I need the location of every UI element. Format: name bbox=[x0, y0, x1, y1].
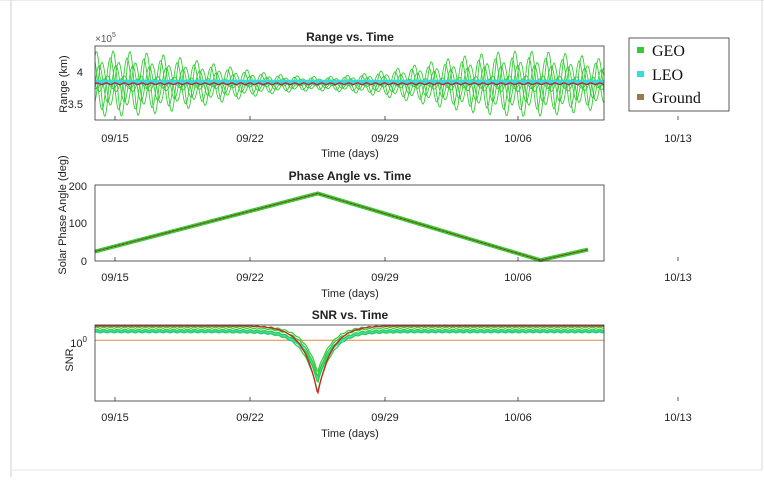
range-xticks: 09/15 09/22 09/29 10/06 10/13 bbox=[101, 116, 692, 145]
left-margin bbox=[0, 0, 12, 477]
phase-xticks: 09/15 09/22 09/29 10/06 10/13 bbox=[101, 257, 692, 284]
xtick-label: 10/13 bbox=[664, 133, 692, 145]
phase-ylabel: Solar Phase Angle (deg) bbox=[57, 155, 69, 274]
xtick-label: 10/06 bbox=[504, 412, 532, 424]
legend: GEO LEO Ground bbox=[628, 37, 730, 112]
range-axes-box bbox=[94, 45, 605, 121]
snr-ytick-10-0: 100 bbox=[70, 335, 87, 350]
xtick-label: 09/15 bbox=[101, 133, 129, 145]
legend-label-geo: GEO bbox=[652, 43, 685, 60]
legend-swatch-geo bbox=[637, 47, 644, 53]
snr-xlabel: Time (days) bbox=[321, 428, 379, 440]
legend-label-leo: LEO bbox=[652, 67, 683, 84]
range-ground-line bbox=[94, 82, 605, 86]
snr-ylabel: SNR bbox=[64, 348, 76, 371]
snr-title: SNR vs. Time bbox=[312, 308, 389, 322]
snr-xticks: 09/15 09/22 09/29 10/06 10/13 bbox=[101, 397, 692, 424]
snr-geo-line bbox=[94, 326, 605, 378]
snr-axes-box bbox=[94, 324, 605, 402]
phase-ytick-200: 200 bbox=[69, 181, 87, 193]
xtick-label: 09/15 bbox=[101, 272, 129, 284]
phase-title: Phase Angle vs. Time bbox=[289, 169, 412, 183]
xtick-label: 10/13 bbox=[664, 272, 692, 284]
legend-box bbox=[628, 37, 730, 112]
legend-swatch-ground bbox=[637, 94, 644, 100]
legend-label-ground: Ground bbox=[652, 90, 701, 107]
range-panel: Range vs. Time ×105 4 3.5 Range (km) 09/… bbox=[58, 30, 692, 160]
phase-ytick-0: 0 bbox=[81, 256, 87, 268]
range-geo-line bbox=[94, 64, 605, 103]
phase-panel: Phase Angle vs. Time 200 100 0 Solar Pha… bbox=[57, 155, 692, 300]
phase-geo-line bbox=[94, 191, 589, 263]
range-title: Range vs. Time bbox=[306, 30, 394, 44]
snr-plot-area bbox=[94, 325, 605, 395]
phase-axes-box bbox=[94, 184, 605, 262]
xtick-label: 09/29 bbox=[371, 412, 399, 424]
legend-swatch-leo bbox=[637, 71, 644, 77]
xtick-label: 09/15 bbox=[101, 412, 129, 424]
phase-xlabel: Time (days) bbox=[321, 288, 379, 300]
snr-geo-line bbox=[94, 328, 605, 384]
range-ytick-3-5: 3.5 bbox=[68, 99, 83, 111]
xtick-label: 10/06 bbox=[504, 133, 532, 145]
xtick-label: 10/06 bbox=[504, 272, 532, 284]
xtick-label: 09/22 bbox=[236, 272, 264, 284]
phase-plot-area bbox=[94, 191, 589, 263]
xtick-label: 09/29 bbox=[371, 133, 399, 145]
snr-red-line bbox=[95, 325, 604, 395]
range-ytick-4: 4 bbox=[77, 67, 83, 79]
range-plot-area bbox=[94, 49, 605, 118]
snr-geo-line bbox=[94, 330, 605, 393]
range-exponent-label: ×105 bbox=[95, 32, 116, 45]
xtick-label: 09/29 bbox=[371, 272, 399, 284]
range-xlabel: Time (days) bbox=[321, 148, 379, 160]
xtick-label: 10/13 bbox=[664, 412, 692, 424]
range-ylabel: Range (km) bbox=[58, 55, 70, 112]
xtick-label: 09/22 bbox=[236, 133, 264, 145]
xtick-label: 09/22 bbox=[236, 412, 264, 424]
range-geo-line bbox=[94, 75, 605, 93]
phase-ytick-100: 100 bbox=[69, 218, 87, 230]
phase-red-line bbox=[94, 193, 589, 261]
phase-ground-line bbox=[94, 192, 589, 261]
snr-panel: SNR vs. Time 100 SNR 09/15 09/22 09/29 10/0… bbox=[64, 308, 692, 440]
range-leo-line bbox=[95, 79, 604, 85]
